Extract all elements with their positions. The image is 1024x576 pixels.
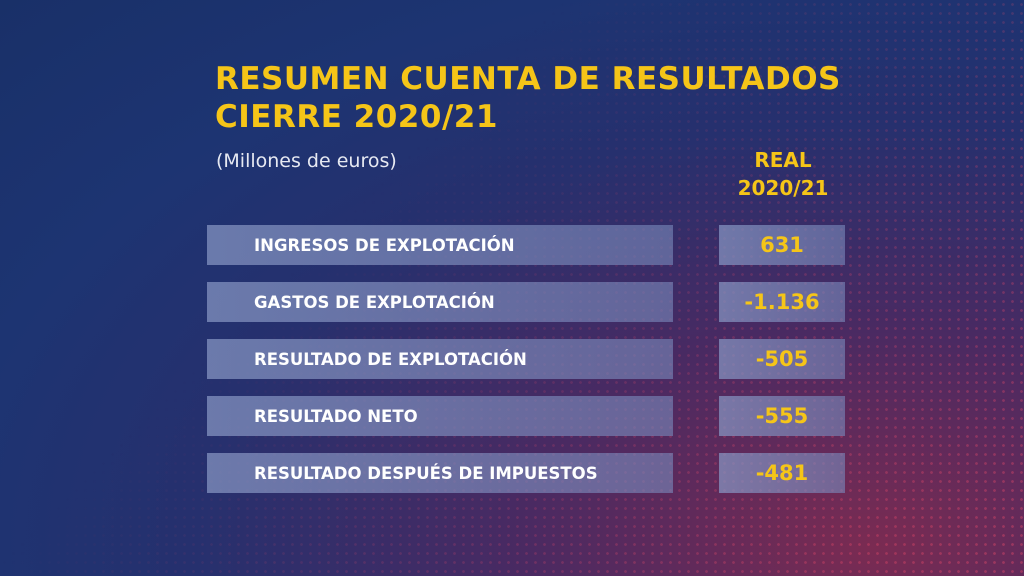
row-label: RESULTADO DE EXPLOTACIÓN bbox=[207, 339, 673, 379]
row-value: -505 bbox=[719, 339, 845, 379]
column-header-line-1: REAL bbox=[754, 148, 812, 172]
column-header-line-2: 2020/21 bbox=[737, 176, 829, 200]
row-value: 631 bbox=[719, 225, 845, 265]
row-label: GASTOS DE EXPLOTACIÓN bbox=[207, 282, 673, 322]
row-label: RESULTADO DESPUÉS DE IMPUESTOS bbox=[207, 453, 673, 493]
title-line-1: RESUMEN CUENTA DE RESULTADOS bbox=[215, 61, 841, 97]
chart-title: RESUMEN CUENTA DE RESULTADOS CIERRE 2020… bbox=[215, 60, 841, 136]
column-header: REAL 2020/21 bbox=[712, 146, 854, 202]
title-line-2: CIERRE 2020/21 bbox=[215, 99, 498, 135]
row-value: -555 bbox=[719, 396, 845, 436]
row-label: INGRESOS DE EXPLOTACIÓN bbox=[207, 225, 673, 265]
row-value: -1.136 bbox=[719, 282, 845, 322]
row-label: RESULTADO NETO bbox=[207, 396, 673, 436]
unit-subtitle: (Millones de euros) bbox=[216, 150, 397, 172]
row-value: -481 bbox=[719, 453, 845, 493]
